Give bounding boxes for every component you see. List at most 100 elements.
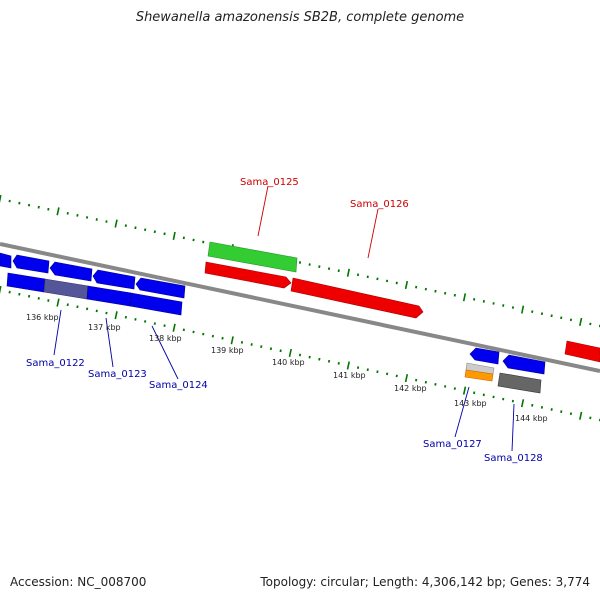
gene-sama-0127[interactable] <box>464 369 494 382</box>
inner-ruler-tick <box>531 403 534 407</box>
ruler-label-139: 139 kbp <box>211 346 244 355</box>
outer-ruler-tick <box>327 267 331 270</box>
inner-ruler-tick <box>18 292 21 296</box>
inner-ruler-tick <box>279 349 282 353</box>
outer-ruler-tick <box>404 280 409 290</box>
inner-ruler-tick <box>76 305 79 309</box>
gene-reverse-upper-2[interactable] <box>12 254 50 274</box>
gene-label-sama-0122[interactable]: Sama_0122 <box>26 358 85 369</box>
inner-ruler-tick <box>492 395 495 399</box>
reverse-genes-lower <box>6 272 183 316</box>
accession-text: Accession: NC_008700 <box>10 575 147 589</box>
inner-ruler-tick <box>560 410 563 413</box>
ruler-label-144: 144 kbp <box>515 414 548 423</box>
outer-ruler-tick <box>192 238 195 242</box>
inner-ruler-tick <box>95 309 98 313</box>
map-title: Shewanella amazonensis SB2B, complete ge… <box>135 10 465 25</box>
inner-ruler-tick <box>376 370 379 374</box>
ruler-label-141: 141 kbp <box>333 371 366 380</box>
gene-sama-0128-upper[interactable] <box>502 354 546 375</box>
inner-ruler-tick <box>482 393 485 397</box>
ruler-label-137: 137 kbp <box>88 323 121 332</box>
gene-sama-0123[interactable] <box>86 285 132 307</box>
gene-reverse-upper-5[interactable] <box>135 277 186 299</box>
inner-ruler-tick <box>502 397 505 401</box>
gene-sama-0125-cds[interactable] <box>204 261 292 289</box>
inner-ruler-tick <box>182 328 185 332</box>
inner-ruler-tick <box>395 374 398 378</box>
inner-ruler-tick <box>444 385 447 388</box>
inner-ruler-tick <box>385 372 389 376</box>
gene-offscreen-right[interactable] <box>564 340 600 363</box>
outer-ruler-tick <box>385 279 389 283</box>
outer-ruler-tick <box>540 312 544 316</box>
inner-ruler-tick <box>404 374 409 383</box>
gene-label-sama-0126[interactable]: Sama_0126 <box>350 199 409 210</box>
reverse-genes-upper <box>0 252 186 299</box>
gene-sama-0128[interactable] <box>497 372 542 394</box>
gene-label-sama-0123[interactable]: Sama_0123 <box>88 369 147 380</box>
leader-sama-0127 <box>454 386 470 438</box>
gene-reverse-upper-3[interactable] <box>49 261 93 282</box>
outer-ruler-tick <box>182 236 185 240</box>
outer-ruler-tick <box>153 230 156 234</box>
inner-ruler-tick <box>346 361 350 370</box>
gene-sama-0122-overlap[interactable] <box>43 278 89 300</box>
outer-ruler-tick <box>356 273 360 277</box>
outer-ruler-tick <box>444 291 447 295</box>
inner-ruler-tick <box>308 355 311 359</box>
outer-ruler-tick <box>434 289 437 293</box>
outer-ruler-tick <box>56 207 60 216</box>
outer-ruler-tick <box>492 302 495 305</box>
gene-reverse-upper-4[interactable] <box>92 269 136 290</box>
inner-ruler-tick <box>37 297 40 300</box>
outer-ruler-tick <box>482 300 485 303</box>
leader-sama-0126 <box>367 208 379 259</box>
leader-sama-0124 <box>151 325 179 380</box>
inner-ruler-tick <box>511 399 515 403</box>
gene-sama-0124[interactable] <box>129 292 183 316</box>
outer-ruler <box>0 194 600 328</box>
inner-ruler-tick <box>318 357 321 361</box>
inner-ruler-tick <box>85 307 89 311</box>
inner-ruler-tick <box>27 294 31 298</box>
label-leaders <box>53 185 515 452</box>
gene-sama-0122[interactable] <box>6 272 46 293</box>
gene-sama-0126[interactable] <box>290 277 424 319</box>
outer-ruler-tick <box>531 310 534 313</box>
inner-ruler-tick <box>56 298 60 307</box>
gene-reverse-upper-1[interactable] <box>0 252 12 269</box>
inner-ruler-tick <box>250 343 253 346</box>
inner-ruler-tick <box>105 311 108 315</box>
genome-backbone <box>0 242 600 373</box>
ruler-label-142: 142 kbp <box>394 384 427 393</box>
forward-genes <box>204 261 600 363</box>
outer-ruler-tick <box>337 269 340 273</box>
outer-ruler-tick <box>453 293 456 297</box>
inner-ruler-tick <box>550 408 553 411</box>
inner-ruler-tick <box>356 366 360 369</box>
outer-ruler-tick <box>560 316 563 320</box>
inner-ruler-tick <box>337 362 340 365</box>
inner-ruler-tick <box>366 368 369 372</box>
ruler-label-138: 138 kbp <box>149 334 182 343</box>
inner-ruler-tick <box>589 416 592 420</box>
gene-label-sama-0125[interactable]: Sama_0125 <box>240 177 299 188</box>
inner-ruler-tick <box>520 399 525 408</box>
inner-ruler-tick <box>153 322 156 325</box>
inner-ruler-tick <box>124 315 127 319</box>
outer-ruler-tick <box>163 232 166 236</box>
gene-label-sama-0127[interactable]: Sama_0127 <box>423 439 482 450</box>
outer-ruler-tick <box>346 268 350 277</box>
gene-label-sama-0128[interactable]: Sama_0128 <box>484 453 543 464</box>
reverse-genes-right <box>464 347 546 394</box>
gene-sama-0125[interactable] <box>207 241 298 273</box>
gene-sama-0127-upper[interactable] <box>469 347 500 365</box>
inner-ruler-tick <box>269 347 273 351</box>
outer-ruler-tick <box>376 277 379 281</box>
outer-ruler-tick <box>134 226 137 230</box>
gene-label-sama-0124[interactable]: Sama_0124 <box>149 380 208 391</box>
outer-ruler-tick <box>550 314 553 318</box>
